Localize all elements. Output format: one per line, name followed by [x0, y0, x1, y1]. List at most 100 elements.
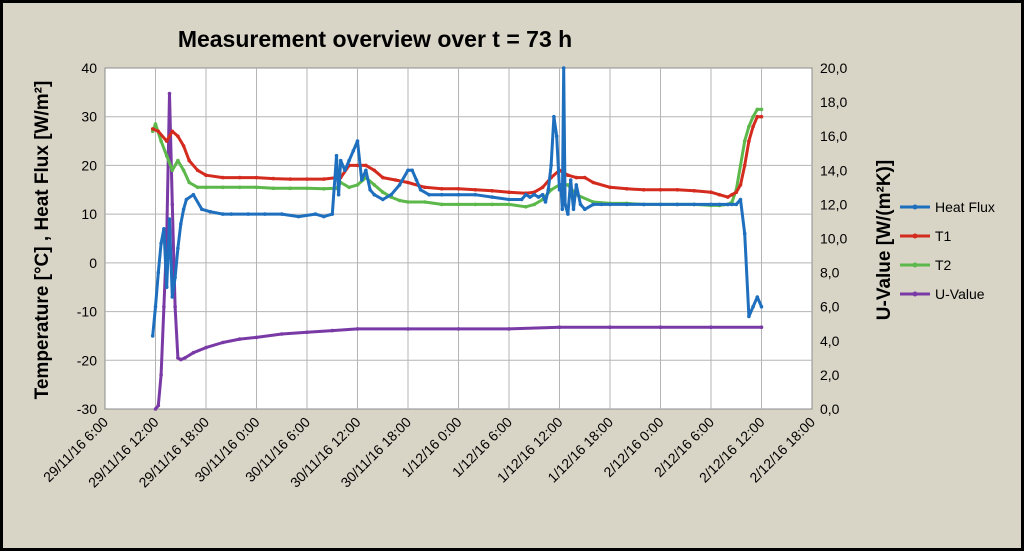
data-point-heat-flux: [583, 207, 587, 212]
left-tick-label: -10: [77, 304, 97, 320]
right-axis-ticks: 0,0 2,0 4,0 6,0 8,0 10,0 12,0 14,0 16,0 18,0 20,0: [820, 60, 847, 417]
data-point-u-value: [709, 325, 713, 330]
data-point-heat-flux: [191, 192, 196, 197]
data-point-t1: [608, 185, 612, 190]
data-point-t1: [221, 175, 225, 180]
data-point-heat-flux: [229, 212, 234, 216]
data-point-heat-flux: [397, 183, 402, 187]
data-point-heat-flux: [568, 178, 573, 182]
legend-label: Heat Flux: [935, 199, 995, 215]
data-point-heat-flux: [641, 202, 646, 207]
data-point-heat-flux: [608, 202, 612, 207]
data-point-heat-flux: [322, 214, 326, 219]
data-point-t1: [675, 188, 680, 192]
data-point-heat-flux: [150, 334, 155, 338]
data-point-t2: [456, 202, 461, 207]
data-point-heat-flux: [263, 212, 267, 216]
data-point-heat-flux: [578, 202, 583, 207]
data-point-u-value: [557, 325, 562, 330]
data-point-heat-flux: [742, 231, 747, 236]
right-tick-label: 16,0: [820, 128, 847, 144]
data-point-u-value: [162, 304, 166, 309]
data-point-heat-flux: [560, 207, 565, 212]
data-point-heat-flux: [164, 285, 169, 290]
data-point-t2: [747, 124, 751, 129]
right-axis-label: U-Value [W/(m²K)]: [874, 160, 895, 320]
data-point-heat-flux: [540, 192, 545, 197]
data-point-u-value: [221, 340, 225, 345]
legend: Heat Flux T1 T2 U-Value: [900, 199, 995, 302]
data-point-t2: [170, 168, 175, 173]
data-point-heat-flux: [364, 168, 368, 173]
data-point-t2: [237, 185, 242, 190]
data-point-t2: [187, 180, 191, 185]
data-point-t1: [181, 144, 186, 148]
data-point-u-value: [280, 332, 284, 336]
data-point-heat-flux: [347, 158, 351, 163]
data-point-heat-flux: [381, 197, 385, 202]
data-point-u-value: [355, 327, 360, 331]
data-point-heat-flux: [524, 192, 528, 197]
data-point-u-value: [204, 345, 208, 350]
legend-item-t1: T1: [900, 228, 952, 244]
data-point-t2: [759, 107, 764, 112]
data-point-u-value: [254, 335, 259, 340]
data-point-heat-flux: [675, 202, 680, 207]
data-point-t1: [738, 183, 743, 187]
data-point-heat-flux: [554, 134, 559, 138]
data-point-t2: [439, 202, 444, 207]
data-point-heat-flux: [359, 178, 364, 182]
data-point-heat-flux: [313, 212, 318, 216]
data-point-t1: [540, 185, 545, 190]
data-point-heat-flux: [200, 207, 204, 212]
data-point-heat-flux: [528, 195, 532, 199]
data-point-t1: [747, 139, 751, 143]
data-point-heat-flux: [418, 188, 423, 192]
legend-label: T1: [935, 228, 952, 244]
left-tick-label: -20: [77, 352, 97, 368]
data-point-u-value: [153, 407, 158, 411]
data-point-t1: [364, 163, 368, 168]
chart-title: Measurement overview over t = 73 h: [178, 26, 572, 52]
right-tick-label: 20,0: [820, 60, 847, 76]
data-point-heat-flux: [336, 192, 341, 197]
data-point-t1: [566, 173, 570, 177]
data-point-heat-flux: [490, 195, 495, 199]
data-point-heat-flux: [532, 192, 537, 197]
left-tick-label: 10: [81, 206, 97, 222]
data-point-heat-flux: [726, 202, 730, 207]
data-point-t1: [164, 139, 169, 143]
data-point-u-value: [183, 356, 187, 360]
data-point-heat-flux: [439, 192, 444, 197]
data-point-heat-flux: [574, 183, 579, 187]
data-point-u-value: [159, 373, 163, 377]
right-tick-label: 6,0: [820, 299, 840, 315]
data-point-t1: [726, 195, 730, 199]
data-point-t1: [271, 176, 276, 181]
data-point-t1: [658, 188, 663, 192]
data-point-heat-flux: [599, 202, 604, 207]
data-point-t2: [176, 158, 180, 163]
data-point-u-value: [608, 325, 612, 330]
series-heat-flux: [150, 66, 764, 338]
left-tick-label: 0: [89, 255, 97, 271]
data-point-heat-flux: [566, 212, 570, 216]
data-point-t2: [755, 107, 760, 112]
data-point-t1: [625, 187, 629, 191]
data-point-t2: [195, 185, 200, 190]
data-point-u-value: [406, 327, 410, 331]
data-point-heat-flux: [334, 153, 339, 158]
left-tick-label: -30: [77, 401, 97, 417]
data-point-t1: [187, 158, 191, 163]
data-point-t1: [355, 163, 360, 168]
data-point-heat-flux: [280, 212, 284, 216]
data-point-u-value: [170, 202, 175, 207]
right-tick-label: 14,0: [820, 162, 847, 178]
data-point-t2: [221, 185, 225, 190]
data-point-heat-flux: [738, 197, 743, 202]
data-point-t2: [288, 186, 293, 191]
data-point-heat-flux: [692, 202, 696, 207]
data-point-t1: [237, 175, 242, 180]
data-point-heat-flux: [372, 192, 377, 197]
